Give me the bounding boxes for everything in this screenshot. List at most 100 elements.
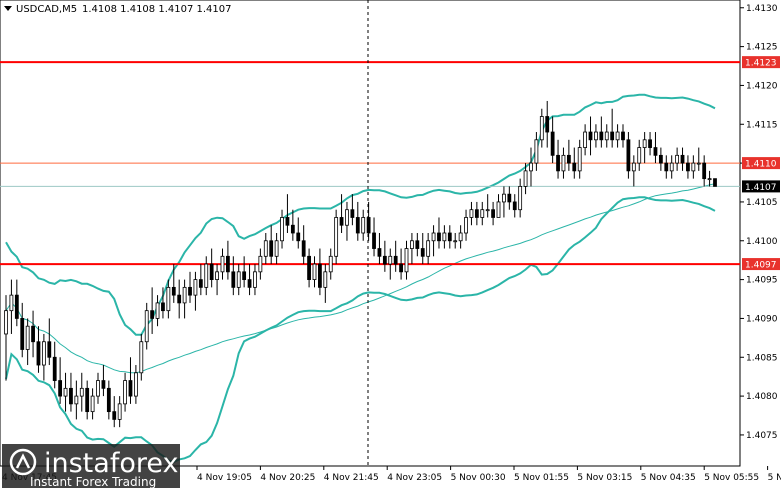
candle: [518, 178, 523, 218]
candle: [301, 225, 306, 265]
candle: [610, 108, 615, 148]
candle: [144, 302, 149, 350]
y-tick-label: 1.4090: [746, 314, 778, 324]
candle: [534, 132, 539, 171]
logo-name: instaforex: [44, 448, 178, 479]
candle: [680, 147, 685, 171]
candle: [155, 295, 160, 327]
candle: [404, 240, 409, 280]
candle: [123, 372, 127, 412]
candle: [25, 318, 30, 366]
candle: [615, 124, 620, 148]
candle: [669, 155, 674, 179]
candle: [361, 209, 366, 241]
candle: [150, 287, 155, 334]
candle: [572, 147, 577, 179]
candle: [355, 201, 360, 241]
candle: [561, 147, 566, 179]
candle: [345, 201, 349, 241]
candle: [550, 116, 555, 164]
price-marker-label: 1.4097: [745, 261, 777, 271]
candle: [366, 201, 371, 241]
candle: [96, 372, 100, 404]
candle: [269, 225, 274, 265]
candle: [69, 372, 73, 412]
candle: [290, 209, 295, 241]
candle: [658, 147, 663, 171]
y-axis: 1.41301.41251.41201.41151.41101.41051.41…: [740, 4, 778, 441]
candle: [539, 108, 544, 148]
candle: [258, 248, 263, 280]
candle: [420, 233, 425, 265]
candle: [626, 132, 631, 179]
candle: [274, 233, 279, 265]
candle: [128, 357, 133, 404]
candle: [312, 256, 317, 288]
candle: [707, 170, 712, 187]
candle: [388, 248, 393, 280]
candle: [474, 201, 479, 226]
bollinger-upper-line: [5, 93, 716, 336]
candle: [188, 271, 192, 303]
x-tick-label: 5 Nov 03:15: [577, 473, 632, 483]
candle: [58, 357, 63, 404]
candle: [637, 139, 642, 171]
candle: [31, 310, 35, 358]
candle: [263, 233, 268, 265]
candle: [621, 124, 625, 148]
candle: [307, 248, 311, 288]
candle: [377, 233, 382, 265]
logo-tagline: Instant Forex Trading: [30, 475, 156, 489]
candle: [117, 396, 122, 428]
candle: [588, 116, 593, 156]
candle: [253, 264, 257, 296]
candles: [4, 100, 717, 428]
candle: [458, 225, 463, 249]
candle: [20, 302, 25, 358]
candle: [556, 139, 560, 179]
x-tick-label: 5 Nov 01:55: [514, 473, 569, 483]
candle: [215, 264, 219, 296]
x-tick-label: 4 Nov 21:45: [324, 473, 379, 483]
candle: [431, 225, 436, 257]
candle: [523, 163, 528, 195]
y-tick-label: 1.4075: [746, 431, 778, 441]
y-tick-label: 1.4095: [746, 276, 778, 286]
candle: [426, 233, 431, 265]
horizontal-levels: [0, 61, 740, 266]
candle: [545, 100, 550, 148]
candle: [594, 124, 598, 148]
candle: [231, 256, 236, 296]
candle: [85, 380, 90, 420]
candle: [193, 271, 198, 311]
candle: [631, 155, 636, 187]
candle: [339, 194, 344, 233]
candle: [198, 264, 203, 296]
candle: [507, 186, 512, 210]
candle: [485, 194, 490, 218]
candle: [686, 155, 690, 179]
candle: [399, 248, 403, 280]
price-marker: 1.4110: [742, 157, 780, 170]
candle: [453, 233, 458, 249]
candle: [52, 341, 57, 389]
x-tick-label: 5 Nov 04:35: [641, 473, 696, 483]
y-tick-label: 1.4080: [746, 392, 778, 402]
x-tick-label: 5 Nov 07:20: [768, 473, 781, 483]
candle: [334, 209, 339, 265]
y-tick-label: 1.4105: [746, 198, 778, 208]
candle: [691, 155, 696, 179]
price-marker-label: 1.4123: [745, 59, 777, 69]
candle: [496, 194, 501, 218]
candle: [47, 318, 52, 366]
candle: [318, 248, 322, 296]
price-marker-label: 1.4110: [745, 160, 777, 170]
y-tick-label: 1.4125: [746, 43, 778, 53]
candle: [583, 124, 588, 156]
candle: [220, 248, 225, 280]
candle: [604, 124, 609, 148]
dropdown-arrow-icon[interactable]: [4, 6, 12, 11]
candle: [36, 326, 41, 373]
candle: [285, 194, 290, 233]
